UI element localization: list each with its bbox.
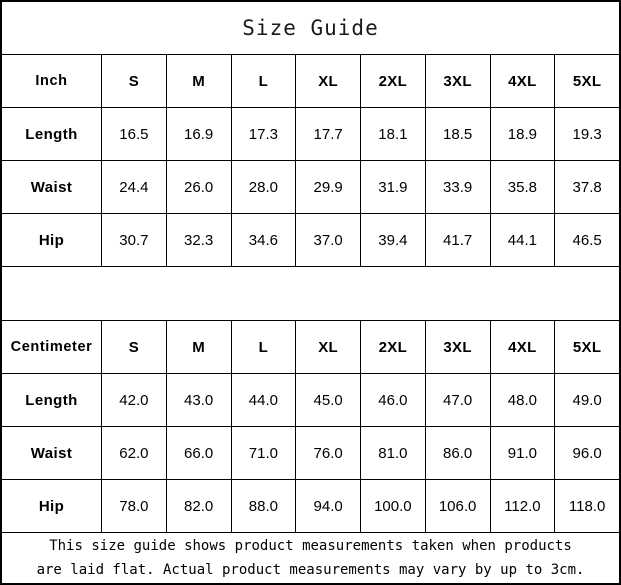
- centimeter-hip-s: 78.0: [102, 480, 167, 532]
- centimeter-waist-4xl: 91.0: [491, 427, 556, 479]
- inch-waist-l: 28.0: [232, 161, 297, 213]
- inch-length-xl: 17.7: [296, 108, 361, 160]
- centimeter-column-header-2xl: 2XL: [361, 321, 426, 373]
- inch-hip-5xl: 46.5: [572, 231, 602, 249]
- centimeter-length-5xl: 49.0: [572, 391, 602, 409]
- centimeter-column-header-4xl: 4XL: [491, 321, 556, 373]
- title-row: Size Guide: [2, 2, 619, 55]
- inch-row-label-length: Length: [2, 108, 102, 160]
- inch-waist-xl: 29.9: [296, 161, 361, 213]
- inch-column-header-2xl: 2XL: [361, 55, 426, 107]
- inch-column-header-xl: XL: [296, 55, 361, 107]
- table-row: Hip 30.7 32.3 34.6 37.0 39.4 41.7 44.1 4…: [2, 214, 619, 267]
- footer-note-line-1: This size guide shows product measuremen…: [49, 538, 572, 554]
- centimeter-length-s: 42.0: [102, 374, 167, 426]
- centimeter-column-header-3xl: 3XL: [426, 321, 491, 373]
- inch-column-header-l: L: [232, 55, 297, 107]
- centimeter-hip-2xl: 100.0: [361, 480, 426, 532]
- inch-length-5xl: 19.3: [572, 125, 602, 143]
- inch-length-m: 16.9: [167, 108, 232, 160]
- inch-length-4xl: 18.9: [491, 108, 556, 160]
- inch-column-header-4xl: 4XL: [491, 55, 556, 107]
- centimeter-waist-2xl: 81.0: [361, 427, 426, 479]
- table-row: Waist 62.0 66.0 71.0 76.0 81.0 86.0 91.0…: [2, 427, 619, 480]
- inch-column-header-5xl: 5XL: [572, 72, 602, 90]
- inch-length-2xl: 18.1: [361, 108, 426, 160]
- table-row: Waist 24.4 26.0 28.0 29.9 31.9 33.9 35.8…: [2, 161, 619, 214]
- inch-hip-3xl: 41.7: [426, 214, 491, 266]
- inch-column-header-m: M: [167, 55, 232, 107]
- inch-hip-s: 30.7: [102, 214, 167, 266]
- centimeter-column-header-5xl: 5XL: [572, 338, 602, 356]
- centimeter-waist-5xl: 96.0: [572, 444, 602, 462]
- inch-waist-4xl: 35.8: [491, 161, 556, 213]
- centimeter-column-header-l: L: [232, 321, 297, 373]
- centimeter-waist-l: 71.0: [232, 427, 297, 479]
- inch-hip-4xl: 44.1: [491, 214, 556, 266]
- inch-column-header-s: S: [102, 55, 167, 107]
- inch-unit-label: Inch: [2, 55, 102, 107]
- inch-length-3xl: 18.5: [426, 108, 491, 160]
- centimeter-hip-xl: 94.0: [296, 480, 361, 532]
- inch-waist-m: 26.0: [167, 161, 232, 213]
- table-row: Length 42.0 43.0 44.0 45.0 46.0 47.0 48.…: [2, 374, 619, 427]
- centimeter-column-header-xl: XL: [296, 321, 361, 373]
- inch-length-s: 16.5: [102, 108, 167, 160]
- centimeter-hip-l: 88.0: [232, 480, 297, 532]
- table-row: Hip 78.0 82.0 88.0 94.0 100.0 106.0 112.…: [2, 480, 619, 533]
- centimeter-length-4xl: 48.0: [491, 374, 556, 426]
- inch-hip-2xl: 39.4: [361, 214, 426, 266]
- centimeter-length-m: 43.0: [167, 374, 232, 426]
- centimeter-waist-xl: 76.0: [296, 427, 361, 479]
- inch-hip-m: 32.3: [167, 214, 232, 266]
- inch-length-l: 17.3: [232, 108, 297, 160]
- inch-waist-2xl: 31.9: [361, 161, 426, 213]
- centimeter-hip-m: 82.0: [167, 480, 232, 532]
- centimeter-length-2xl: 46.0: [361, 374, 426, 426]
- inch-row-label-hip: Hip: [2, 214, 102, 266]
- centimeter-row-label-hip: Hip: [2, 480, 102, 532]
- footer-note-row: This size guide shows product measuremen…: [2, 533, 619, 583]
- table-spacer-cell: [2, 267, 619, 320]
- centimeter-column-header-m: M: [167, 321, 232, 373]
- centimeter-length-l: 44.0: [232, 374, 297, 426]
- centimeter-column-header-s: S: [102, 321, 167, 373]
- inch-hip-xl: 37.0: [296, 214, 361, 266]
- inch-waist-3xl: 33.9: [426, 161, 491, 213]
- footer-note: This size guide shows product measuremen…: [2, 533, 619, 583]
- inch-hip-l: 34.6: [232, 214, 297, 266]
- centimeter-waist-s: 62.0: [102, 427, 167, 479]
- centimeter-hip-3xl: 106.0: [426, 480, 491, 532]
- centimeter-waist-m: 66.0: [167, 427, 232, 479]
- inch-row-label-waist: Waist: [2, 161, 102, 213]
- centimeter-header-row: Centimeter S M L XL 2XL 3XL 4XL 5XL: [2, 321, 619, 374]
- centimeter-row-label-waist: Waist: [2, 427, 102, 479]
- centimeter-length-xl: 45.0: [296, 374, 361, 426]
- footer-note-line-2: are laid flat. Actual product measuremen…: [36, 562, 585, 578]
- inch-waist-s: 24.4: [102, 161, 167, 213]
- centimeter-length-3xl: 47.0: [426, 374, 491, 426]
- inch-column-header-3xl: 3XL: [426, 55, 491, 107]
- centimeter-hip-5xl: 118.0: [568, 497, 606, 515]
- centimeter-waist-3xl: 86.0: [426, 427, 491, 479]
- centimeter-hip-4xl: 112.0: [491, 480, 556, 532]
- centimeter-row-label-length: Length: [2, 374, 102, 426]
- inch-waist-5xl: 37.8: [572, 178, 602, 196]
- centimeter-unit-label: Centimeter: [2, 321, 102, 373]
- inch-header-row: Inch S M L XL 2XL 3XL 4XL 5XL: [2, 55, 619, 108]
- table-spacer-row: [2, 267, 619, 321]
- page-title: Size Guide: [242, 16, 379, 40]
- table-row: Length 16.5 16.9 17.3 17.7 18.1 18.5 18.…: [2, 108, 619, 161]
